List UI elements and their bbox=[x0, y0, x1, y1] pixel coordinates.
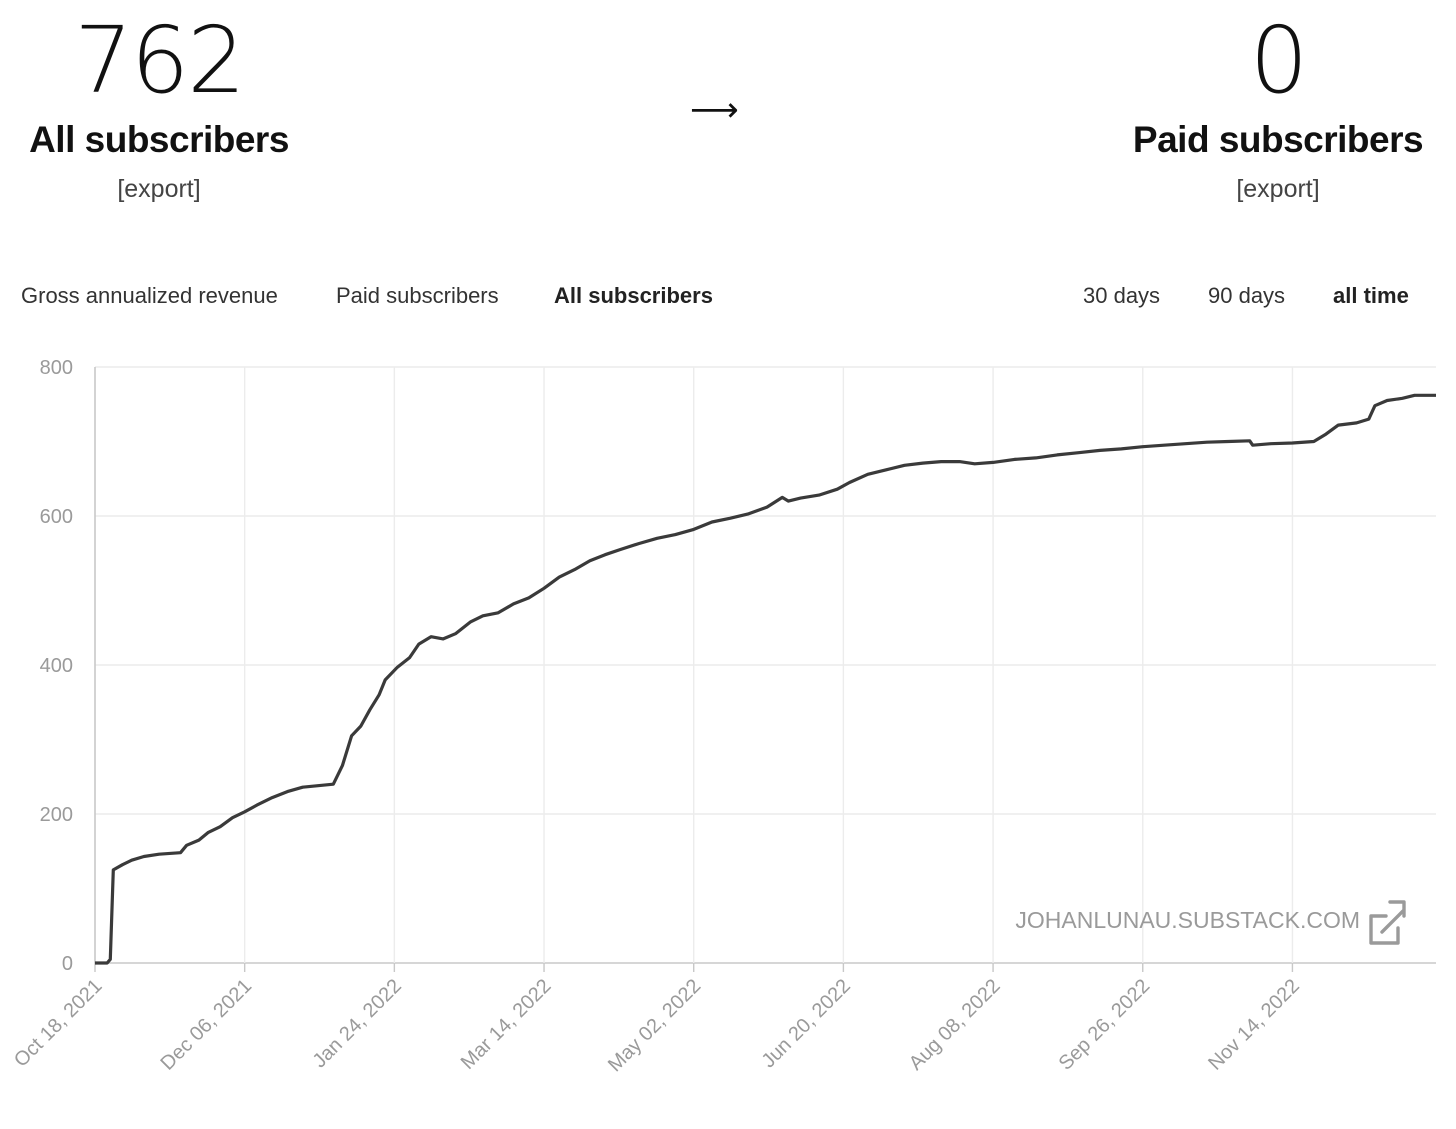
x-tick-label: May 02, 2022 bbox=[604, 975, 705, 1076]
x-tick-label: Aug 08, 2022 bbox=[905, 975, 1005, 1075]
y-tick-label: 0 bbox=[62, 953, 73, 975]
x-tick-label: Sep 26, 2022 bbox=[1055, 975, 1155, 1075]
x-tick-label: Jan 24, 2022 bbox=[309, 975, 406, 1072]
tab-gross-annualized-revenue[interactable]: Gross annualized revenue bbox=[21, 283, 278, 308]
paid-subscribers-count: 0 bbox=[1249, 7, 1309, 114]
tab-paid-subscribers[interactable]: Paid subscribers bbox=[336, 283, 499, 308]
all-subscribers-count: 762 bbox=[74, 7, 246, 114]
y-tick-label: 200 bbox=[40, 804, 73, 826]
tab-90-days[interactable]: 90 days bbox=[1208, 283, 1286, 308]
watermark-text: JOHANLUNAU.SUBSTACK.COM bbox=[1015, 907, 1360, 933]
x-tick-label: Dec 06, 2021 bbox=[157, 975, 257, 1075]
y-axis-ticks: 0 200 400 600 800 bbox=[40, 357, 73, 975]
chart-grid bbox=[94, 366, 1436, 964]
tab-all-time[interactable]: all time bbox=[1333, 283, 1409, 308]
x-tick-label: Jun 20, 2022 bbox=[758, 975, 855, 1072]
x-tick-label: Mar 14, 2022 bbox=[457, 975, 556, 1074]
all-subscribers-stat: 762 All subscribers [export] bbox=[0, 8, 318, 204]
y-tick-label: 600 bbox=[40, 506, 73, 528]
all-subscribers-label: All subscribers bbox=[29, 119, 289, 160]
x-axis-ticks: Oct 18, 2021 Dec 06, 2021 Jan 24, 2022 Mar … bbox=[10, 963, 1304, 1076]
all-subscribers-series-line bbox=[95, 393, 1436, 965]
subscribers-line-chart: 0 200 400 600 800 Oct 18, 2021 Dec 06, 2021 Ja… bbox=[10, 357, 1436, 1076]
paid-subscribers-stat: 0 Paid subscribers [export] bbox=[1118, 8, 1438, 204]
external-link-icon[interactable] bbox=[1369, 900, 1406, 945]
export-paid-subscribers-link[interactable]: [export] bbox=[1236, 175, 1320, 203]
arrow-right-icon: ⟶ bbox=[690, 91, 739, 129]
y-tick-label: 800 bbox=[40, 357, 73, 379]
x-tick-label: Oct 18, 2021 bbox=[10, 975, 107, 1072]
y-tick-label: 400 bbox=[40, 655, 73, 677]
x-tick-label: Nov 14, 2022 bbox=[1204, 975, 1304, 1075]
export-all-subscribers-link[interactable]: [export] bbox=[117, 175, 201, 203]
tab-all-subscribers[interactable]: All subscribers bbox=[554, 283, 713, 308]
tab-30-days[interactable]: 30 days bbox=[1083, 283, 1161, 308]
paid-subscribers-label: Paid subscribers bbox=[1132, 119, 1424, 160]
